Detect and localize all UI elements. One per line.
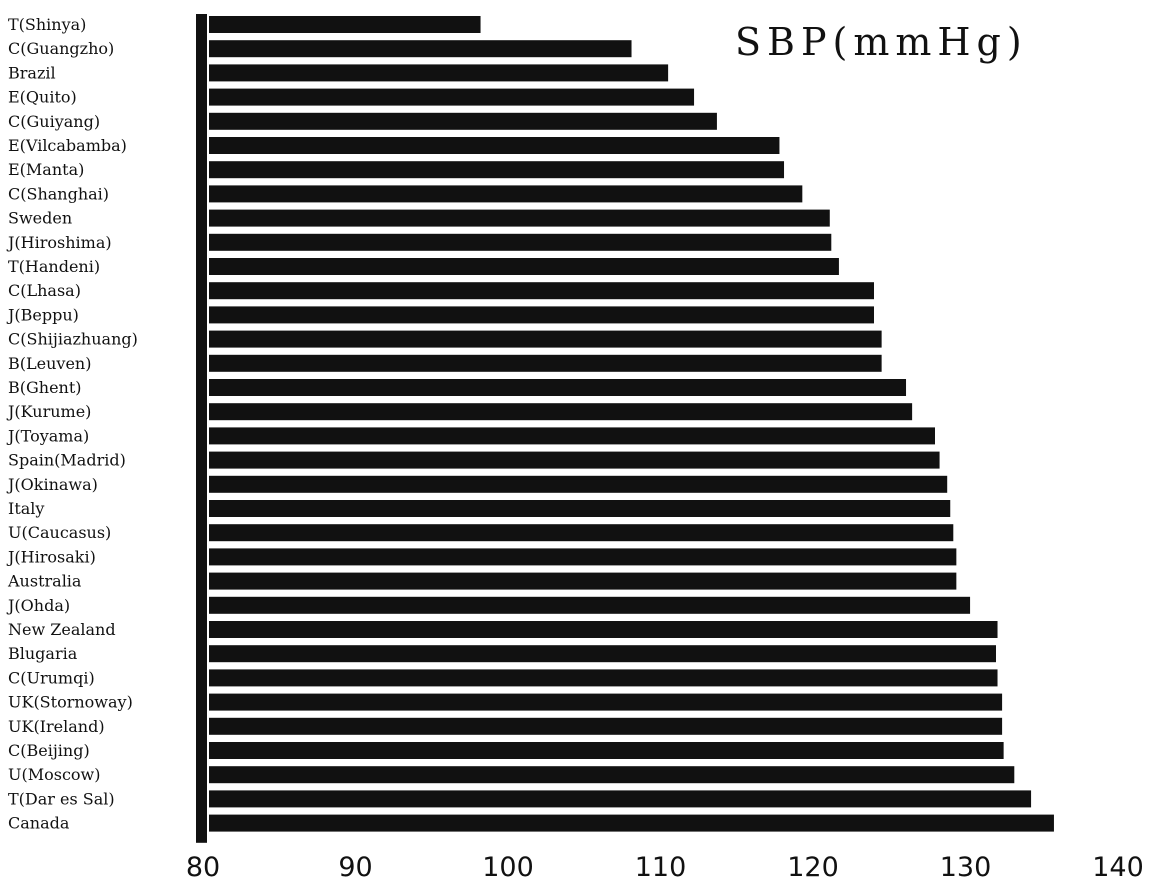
bar	[209, 451, 940, 469]
bar	[209, 790, 1032, 808]
category-label: J(Beppu)	[6, 305, 79, 324]
category-label: B(Ghent)	[8, 378, 82, 397]
category-label: J(Hirosaki)	[6, 547, 96, 566]
category-label: E(Quito)	[8, 88, 77, 107]
category-label: J(Ohda)	[6, 596, 70, 615]
x-tick-label: 110	[635, 852, 687, 883]
category-labels: T(Shinya) C(Guangzho) Brazil E(Quito) C(Guiy…	[6, 15, 138, 833]
category-label: C(Urumqi)	[8, 668, 95, 687]
x-tick-label: 80	[186, 852, 220, 883]
bar	[209, 354, 882, 372]
category-label: J(Hiroshima)	[6, 233, 112, 252]
x-tick-labels: 80 90 100 110 120 130 140	[186, 852, 1144, 883]
category-label: C(Guangzho)	[8, 39, 114, 58]
bar	[209, 185, 803, 203]
category-label: J(Toyama)	[6, 426, 89, 445]
category-label: UK(Ireland)	[8, 717, 105, 736]
bar	[209, 88, 695, 106]
bar	[209, 596, 971, 614]
bar	[209, 64, 669, 82]
category-label: E(Vilcabamba)	[8, 136, 127, 155]
bar	[209, 645, 996, 663]
bar	[209, 548, 957, 566]
x-tick-label: 100	[482, 852, 534, 883]
bar	[209, 209, 830, 227]
bar	[209, 112, 717, 130]
bar	[209, 693, 1003, 711]
category-label: U(Caucasus)	[8, 523, 111, 542]
category-label: New Zealand	[8, 620, 116, 639]
category-label: Spain(Madrid)	[8, 451, 126, 470]
category-label: Canada	[8, 814, 70, 833]
bar	[209, 330, 882, 348]
x-tick-label: 90	[338, 852, 372, 883]
category-label: Sweden	[8, 209, 72, 228]
category-label: U(Moscow)	[8, 765, 100, 784]
x-tick-label: 120	[787, 852, 839, 883]
bar	[209, 621, 998, 638]
bar	[209, 161, 785, 179]
bar	[209, 306, 874, 324]
category-label: C(Shanghai)	[8, 184, 109, 203]
bar	[209, 379, 907, 396]
category-label: C(Lhasa)	[8, 281, 81, 300]
bar	[209, 766, 1015, 784]
category-label: T(Shinya)	[8, 15, 86, 34]
category-label: T(Dar es Sal)	[8, 789, 115, 808]
bar	[209, 669, 998, 687]
category-label: B(Leuven)	[8, 354, 91, 373]
bar	[209, 137, 780, 154]
category-label: Blugaria	[8, 644, 78, 663]
category-label: UK(Stornoway)	[8, 693, 133, 712]
bar	[209, 572, 957, 590]
category-label: Australia	[7, 572, 82, 591]
category-label: T(Handeni)	[8, 257, 100, 276]
bar	[209, 524, 954, 542]
bar	[209, 16, 481, 33]
bars-group	[209, 16, 1054, 832]
bar	[209, 500, 951, 517]
category-label: C(Shijiazhuang)	[8, 330, 138, 349]
x-tick-label: 140	[1092, 852, 1144, 883]
category-label: C(Guiyang)	[8, 112, 100, 131]
bar	[209, 40, 632, 58]
x-tick-label: 130	[940, 852, 992, 883]
chart-title: SBP(mmHg)	[735, 20, 1028, 64]
category-label: E(Manta)	[8, 160, 84, 179]
bar	[209, 282, 874, 300]
category-label: J(Kurume)	[6, 402, 91, 421]
y-axis-line	[196, 14, 207, 843]
bar	[209, 475, 948, 493]
bar	[209, 258, 839, 275]
bar	[209, 814, 1054, 832]
category-label: C(Beijing)	[8, 741, 90, 760]
bar	[209, 742, 1004, 759]
category-label: J(Okinawa)	[6, 475, 98, 494]
bar	[209, 403, 913, 421]
category-label: Brazil	[8, 63, 56, 82]
category-label: Italy	[8, 499, 44, 518]
bar	[209, 233, 832, 251]
bar	[209, 427, 935, 445]
bar	[209, 717, 1003, 735]
